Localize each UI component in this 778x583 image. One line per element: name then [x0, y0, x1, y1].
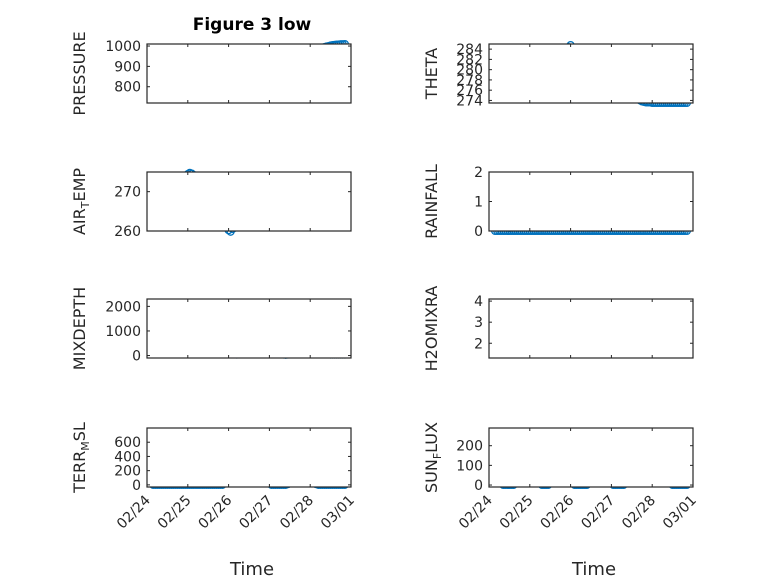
y-tick-label: 200	[456, 439, 483, 455]
y-axis-label: SUNFLUX	[422, 422, 444, 493]
axes-frame	[146, 43, 352, 104]
axes-frame	[146, 171, 352, 232]
y-tick-label: 284	[456, 42, 483, 58]
x-tick-label: 02/25	[155, 493, 195, 533]
y-tick-label: 400	[114, 449, 141, 465]
subplot-6: 2 3 4 H2OMIXRA	[422, 286, 694, 372]
y-tick-label: 260	[114, 224, 141, 240]
x-tick-label: 03/01	[660, 493, 700, 533]
subplot-3: 260 270 AIRTEMP	[70, 168, 352, 240]
y-tick-label: 200	[114, 464, 141, 480]
x-tick-label: 02/25	[497, 493, 537, 533]
axes-frame	[488, 298, 694, 359]
y-tick-label: 0	[474, 224, 483, 240]
y-tick-label: 270	[114, 185, 141, 201]
y-tick-label: 276	[456, 83, 483, 99]
subplot-1: 800 900 1000 PRESSURE	[70, 31, 352, 116]
y-tick-label: 280	[456, 63, 483, 79]
y-tick-label: 2	[474, 165, 483, 181]
x-tick-label: 02/28	[619, 493, 659, 533]
y-tick-label: 1	[474, 195, 483, 211]
y-axis-label: RAINFALL	[422, 164, 441, 239]
y-tick-label: 3	[474, 315, 483, 331]
axes-frame	[146, 427, 352, 488]
x-tick-label: 02/24	[456, 492, 496, 532]
y-tick-label: 4	[474, 294, 483, 310]
subplot-5: 0 1000 2000 MIXDEPTH	[70, 287, 352, 370]
y-tick-label: 100	[456, 458, 483, 474]
x-tick-label: 02/27	[578, 493, 618, 533]
y-axis-label: THETA	[422, 48, 441, 100]
y-tick-label: 0	[132, 478, 141, 494]
y-axis-label: MIXDEPTH	[70, 287, 89, 370]
x-tick-label: 02/28	[277, 493, 317, 533]
y-axis-label: H2OMIXRA	[422, 286, 441, 372]
x-tick-label: 02/27	[236, 493, 276, 533]
y-axis-label: PRESSURE	[70, 31, 89, 115]
y-tick-label: 2000	[105, 299, 141, 315]
y-tick-label: 900	[114, 59, 141, 75]
subplot-4: 0 1 2 RAINFALL	[422, 164, 694, 240]
y-axis-label: TERRMSL	[70, 422, 92, 494]
x-axis-label-right: Time	[571, 559, 616, 580]
y-tick-label: 600	[114, 435, 141, 451]
subplot-7: 02/24 02/25 02/26 02/27 02/28 03/01 0200400600…	[70, 422, 358, 532]
subplot-8: 02/24 02/25 02/26 02/27 02/28 03/01 0 100 200 SUN…	[422, 422, 700, 532]
x-tick-label: 03/01	[318, 493, 358, 533]
axes-frame	[488, 171, 694, 232]
axes-frame	[488, 43, 694, 104]
y-tick-label: 0	[474, 478, 483, 494]
y-tick-label: 1000	[105, 39, 141, 55]
axes-frame	[488, 427, 694, 488]
y-tick-label: 282	[456, 52, 483, 68]
x-tick-label: 02/26	[196, 492, 236, 532]
y-tick-label: 800	[114, 80, 141, 96]
axes-frame	[146, 298, 352, 359]
y-axis-label: AIRTEMP	[70, 168, 92, 235]
y-tick-label: 0	[132, 349, 141, 365]
y-tick-label: 1000	[105, 324, 141, 340]
figure-title: Figure 3 low	[193, 15, 312, 35]
y-tick-label: 2	[474, 336, 483, 352]
y-tick-label: 278	[456, 73, 483, 89]
x-tick-label: 02/26	[538, 492, 578, 532]
y-tick-label: 274	[456, 93, 483, 109]
x-tick-label: 02/24	[114, 492, 154, 532]
x-axis-label-left: Time	[229, 559, 274, 580]
